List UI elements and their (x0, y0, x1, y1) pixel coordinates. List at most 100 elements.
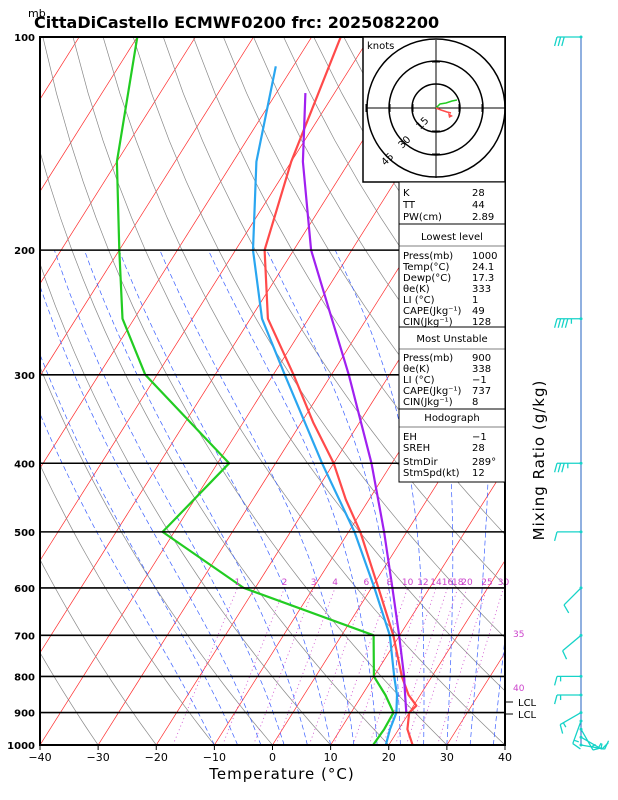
dry-adiabat-line (554, 37, 618, 745)
mixing-ratio-label: 30 (498, 578, 510, 588)
chart-title: CittaDiCastello ECMWF0200 frc: 202508220… (34, 13, 439, 32)
mixing-ratio-label: 10 (402, 578, 414, 588)
most-unstable-title: Most Unstable (416, 334, 487, 345)
wind-barb (553, 693, 583, 705)
theta-label: 40 (513, 684, 525, 694)
dry-adiabat-line (40, 262, 331, 745)
y-tick-label: 300 (14, 371, 35, 382)
isotherm-line (330, 467, 505, 745)
moist-adiabat-line (40, 412, 215, 745)
dry-adiabat-line (132, 37, 505, 639)
dry-adiabat-line (40, 150, 390, 745)
mixing-ratio-label: 12 (417, 578, 428, 588)
moist-adiabat-line (207, 249, 378, 745)
wind-barb-half (562, 722, 567, 728)
ll-label-5: CAPE(Jkg⁻¹) (403, 306, 461, 317)
wind-barb-flag (553, 694, 558, 705)
ll-value-0: 1000 (472, 251, 497, 262)
wind-barb (563, 586, 583, 614)
ll-value-5: 49 (472, 306, 485, 317)
wind-barb-flag (604, 740, 610, 750)
wind-barb-flag (553, 318, 558, 328)
isotherm-line (40, 37, 429, 654)
wind-barb-flag (564, 318, 569, 328)
hd-value-3: 12 (472, 468, 485, 479)
index-k-value: 28 (472, 188, 485, 199)
hd-value-1: 28 (472, 443, 485, 454)
moist-adiabat-line (334, 249, 425, 745)
x-axis-title: Temperature (°C) (208, 765, 354, 783)
x-tick-label: −20 (145, 751, 168, 764)
wind-barb (579, 735, 609, 750)
ll-value-6: 128 (472, 317, 491, 328)
wind-barb (553, 530, 583, 542)
parcel-profile-line (301, 93, 408, 713)
mixing-ratio-line (253, 587, 315, 745)
index-k-label: K (403, 188, 410, 199)
wind-barb (572, 719, 583, 750)
dry-adiabat-line (192, 37, 505, 535)
wind-barb-flag (553, 531, 558, 542)
hodograph-trace (435, 99, 458, 109)
moist-adiabat-line (493, 634, 505, 745)
moist-adiabat-line (40, 285, 262, 745)
x-tick-label: 20 (382, 751, 396, 764)
wind-barbs (553, 35, 610, 751)
y-tick-label: 800 (14, 672, 35, 683)
mixing-ratio-line (405, 587, 459, 745)
wind-barb-flag (563, 604, 570, 614)
chart-labels: mb CittaDiCastello ECMWF0200 frc: 202508… (28, 7, 548, 783)
y-tick-label: 600 (14, 584, 35, 595)
theta-label: 35 (513, 630, 524, 640)
moist-adiabat-line (54, 249, 285, 745)
dry-adiabat-line (40, 365, 273, 745)
x-tick-label: 0 (269, 751, 276, 764)
x-tick-label: 30 (440, 751, 454, 764)
y-tick-label: 200 (14, 246, 35, 257)
mixing-ratio-line (172, 587, 238, 745)
isotherm-line (40, 37, 371, 562)
mixing-ratio-label: 3 (311, 578, 317, 588)
x-tick-label: 10 (324, 751, 338, 764)
mu-label-2: LI (°C) (403, 375, 435, 386)
wind-barb (559, 711, 583, 734)
wind-barb-half (573, 739, 579, 743)
mu-value-0: 900 (472, 353, 491, 364)
wetbulb-profile-line (251, 66, 399, 745)
dry-adiabat-line (223, 37, 505, 485)
wind-barb-flag (572, 743, 581, 750)
mu-value-4: 8 (472, 397, 478, 408)
x-tick-label: −40 (28, 751, 51, 764)
index-pw-value: 2.89 (472, 212, 494, 223)
wind-barb (553, 35, 583, 47)
wind-barb-shaft (562, 634, 582, 652)
y-tick-label: 100 (14, 33, 35, 44)
isotherm-line (40, 37, 254, 377)
mixing-ratio-label: 1 (235, 578, 241, 588)
y-unit-label: mb (28, 7, 46, 20)
wind-barb-half (598, 742, 602, 748)
isotherm-line (40, 37, 312, 469)
hd-value-2: 289° (472, 457, 496, 468)
mixing-ratio-line (415, 587, 468, 745)
indices-panel: K 28 TT 44 PW(cm) 2.89 Lowest level Pres… (398, 181, 506, 483)
index-pw-label: PW(cm) (403, 212, 442, 223)
ll-value-1: 24.1 (472, 262, 494, 273)
ll-label-1: Temp(°C) (402, 262, 450, 273)
ll-label-6: CIN(Jkg⁻¹) (403, 317, 453, 328)
mu-label-1: θe(K) (403, 364, 430, 375)
mu-label-0: Press(mb) (403, 353, 453, 364)
mu-value-2: −1 (472, 375, 487, 386)
wind-barb-flag (562, 650, 568, 660)
mixing-ratio-label: 14 (430, 578, 442, 588)
hd-label-3: StmSpd(kt) (403, 468, 460, 479)
isotherm-line (155, 190, 505, 745)
hodograph-unit-label: knots (367, 41, 394, 52)
index-tt-value: 44 (472, 200, 485, 211)
mixing-ratio-line (382, 587, 437, 745)
x-tick-label: −30 (87, 751, 110, 764)
mixing-ratio-label: 8 (386, 578, 392, 588)
dry-adiabat-line (72, 37, 505, 745)
x-tick-label: −10 (203, 751, 226, 764)
mu-value-1: 338 (472, 364, 491, 375)
